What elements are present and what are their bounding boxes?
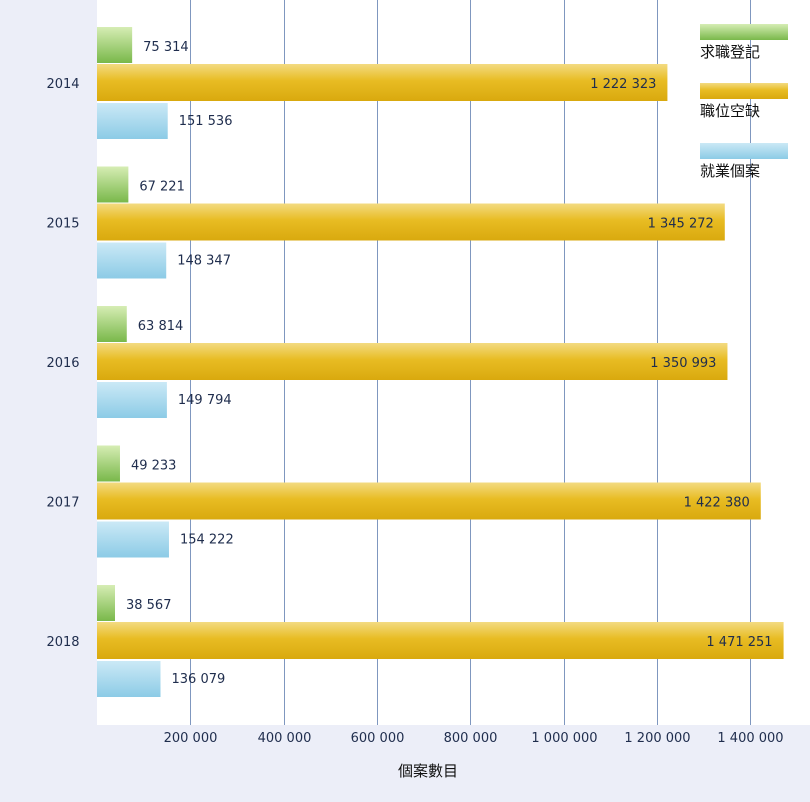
bar-job-registration <box>97 445 120 482</box>
category-label: 2018 <box>46 635 79 650</box>
bar-job-registration <box>97 306 127 342</box>
x-tick-label: 1 400 000 <box>717 731 783 746</box>
bar-vacancy <box>97 203 725 241</box>
data-label: 1 350 993 <box>650 356 716 371</box>
category-labels: 2014 2015 2016 2017 2018 <box>46 77 79 650</box>
category-label: 2016 <box>46 356 79 371</box>
x-tick-label: 1 000 000 <box>531 731 597 746</box>
category-label: 2015 <box>46 217 79 232</box>
data-label: 149 794 <box>178 393 232 408</box>
bar-job-registration <box>97 585 115 621</box>
bar-vacancy <box>97 482 761 520</box>
bars <box>97 27 784 697</box>
bar-placement <box>97 242 167 279</box>
legend-swatch <box>700 24 788 40</box>
category-label: 2014 <box>46 77 79 92</box>
bar-job-registration <box>97 166 129 203</box>
bar-job-registration <box>97 27 133 63</box>
data-label: 151 536 <box>179 114 233 129</box>
data-label: 1 471 251 <box>706 635 772 650</box>
x-axis-title: 個案數目 <box>398 762 458 780</box>
data-label: 38 567 <box>126 598 171 613</box>
legend-label: 求職登記 <box>700 43 760 61</box>
x-tick-label: 800 000 <box>444 731 498 746</box>
data-label: 75 314 <box>143 40 189 55</box>
x-tick-label: 200 000 <box>164 731 218 746</box>
bar-vacancy <box>97 343 728 380</box>
bar-vacancy <box>97 64 668 101</box>
bar-placement <box>97 382 167 418</box>
bar-vacancy <box>97 622 784 659</box>
x-tick-label: 400 000 <box>258 731 312 746</box>
data-label: 1 345 272 <box>648 217 714 232</box>
data-label: 148 347 <box>177 254 231 269</box>
data-label: 1 222 323 <box>590 77 656 92</box>
bar-placement <box>97 103 168 139</box>
bar-placement <box>97 521 169 558</box>
legend-label: 就業個案 <box>700 162 760 180</box>
data-label: 136 079 <box>172 672 226 687</box>
data-label: 49 233 <box>131 459 177 474</box>
data-label: 67 221 <box>139 180 185 195</box>
x-tick-label: 600 000 <box>351 731 405 746</box>
bar-placement <box>97 661 161 697</box>
data-label: 63 814 <box>138 319 184 334</box>
legend-label: 職位空缺 <box>700 102 760 120</box>
data-labels: 75 314 1 222 323 151 536 67 221 1 345 272 148… <box>126 40 773 687</box>
legend-swatch <box>700 143 788 159</box>
legend-swatch <box>700 83 788 99</box>
data-label: 1 422 380 <box>684 496 750 511</box>
category-label: 2017 <box>46 496 79 511</box>
x-tick-labels: 200 000 400 000 600 000 800 000 1 000 000 1 2… <box>164 731 784 746</box>
x-tick-label: 1 200 000 <box>624 731 690 746</box>
data-label: 154 222 <box>180 533 234 548</box>
